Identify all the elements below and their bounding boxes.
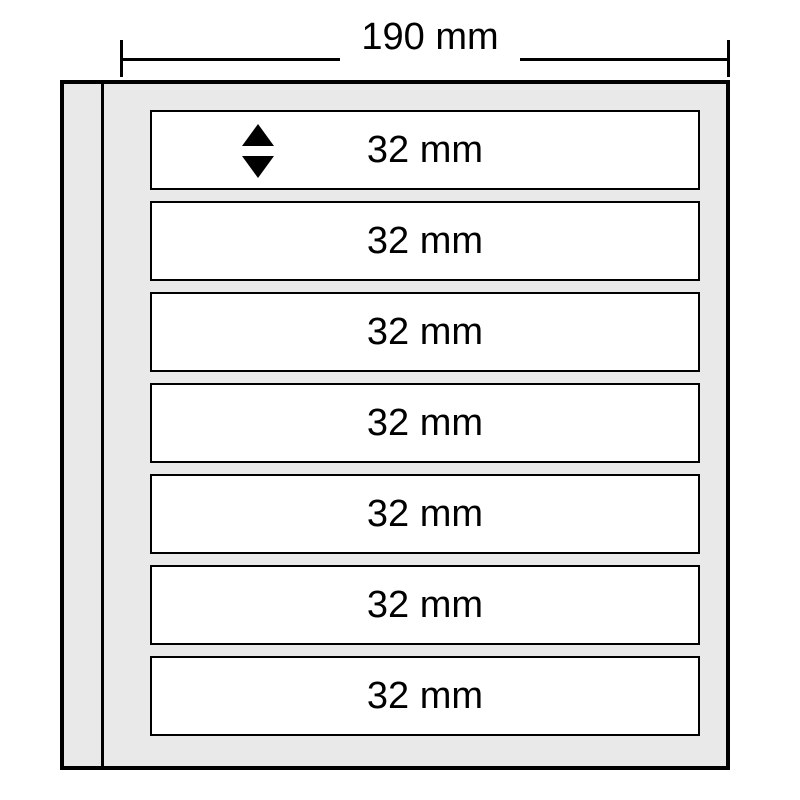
strip-label: 32 mm xyxy=(367,675,483,718)
strip-row: 32 mm xyxy=(150,656,700,736)
strip-row: 32 mm xyxy=(150,383,700,463)
diagram-stage: 190 mm 32 mm 32 mm 32 mm 32 mm 32 mm 32 … xyxy=(0,0,800,800)
width-bracket-top-left xyxy=(120,58,340,61)
strip-label: 32 mm xyxy=(367,584,483,627)
strip-row: 32 mm xyxy=(150,110,700,190)
strip-row: 32 mm xyxy=(150,292,700,372)
width-bracket-top-right xyxy=(520,58,730,61)
binding-strip xyxy=(64,84,104,766)
strip-row: 32 mm xyxy=(150,474,700,554)
strip-label: 32 mm xyxy=(367,493,483,536)
strips-area: 32 mm 32 mm 32 mm 32 mm 32 mm 32 mm 32 m… xyxy=(150,110,700,740)
strip-label: 32 mm xyxy=(367,311,483,354)
height-arrow-up-icon xyxy=(242,124,274,146)
strip-row: 32 mm xyxy=(150,201,700,281)
strip-row: 32 mm xyxy=(150,565,700,645)
strip-label: 32 mm xyxy=(367,129,483,172)
height-arrow-down-icon xyxy=(242,156,274,178)
strip-label: 32 mm xyxy=(367,220,483,263)
strip-label: 32 mm xyxy=(367,402,483,445)
